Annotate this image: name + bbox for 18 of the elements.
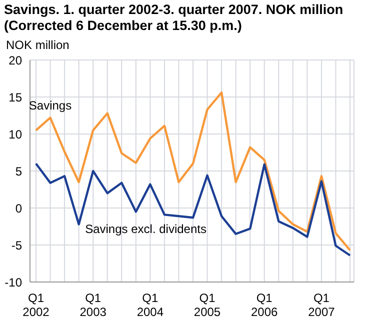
y-tick-label: -5 [11,238,22,252]
y-tick-label: 0 [15,201,22,216]
y-tick-label: 5 [15,164,22,178]
y-axis-title: NOK million [6,38,70,52]
line-series [34,162,352,256]
x-tick-label: Q1 2002 [22,291,50,319]
y-tick-label: -10 [4,275,22,290]
x-tick-label: Q1 2006 [251,291,278,319]
y-tick-label: 15 [8,90,22,104]
series-label: Savings excl. dividents [85,222,206,236]
y-tick-label: 20 [8,53,22,68]
x-tick-label: Q1 2004 [136,291,164,319]
y-tick-label: 10 [8,127,22,142]
x-tick-label: Q1 2005 [194,291,221,319]
chart-title: Savings. 1. quarter 2002-3. quarter 2007. NOK million (Corrected 6 December at 15.30 p.m.) [4,2,344,34]
x-tick-label: Q1 2007 [308,291,336,319]
series-label: Savings [28,98,72,113]
x-tick-label: Q1 2003 [80,291,107,319]
